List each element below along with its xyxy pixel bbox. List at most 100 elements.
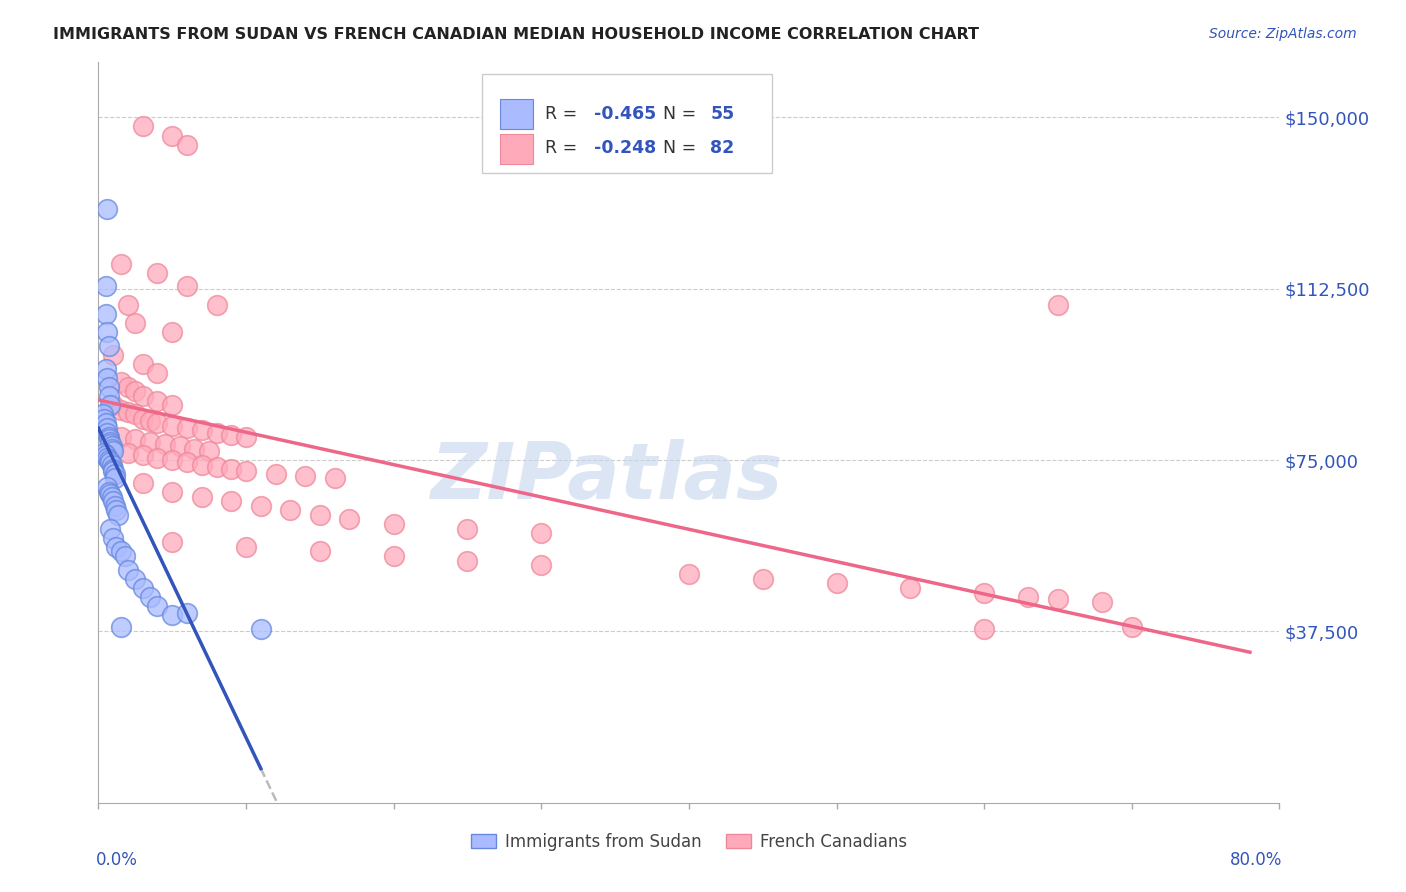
Text: R =: R = xyxy=(546,104,582,122)
Text: ZIPatlas: ZIPatlas xyxy=(430,439,782,515)
Point xyxy=(103,443,125,458)
Point xyxy=(323,471,346,485)
Point xyxy=(176,455,198,469)
Bar xyxy=(501,99,533,129)
Point xyxy=(139,590,162,604)
Point xyxy=(97,380,120,394)
Point xyxy=(110,430,132,444)
Point xyxy=(110,620,132,634)
FancyBboxPatch shape xyxy=(482,73,772,173)
Point xyxy=(900,581,922,595)
Point xyxy=(97,389,120,403)
Point xyxy=(198,443,221,458)
Text: 0.0%: 0.0% xyxy=(96,851,138,869)
Point xyxy=(139,414,162,428)
Point xyxy=(96,202,118,216)
Point xyxy=(176,137,198,152)
Point xyxy=(221,462,243,476)
Point xyxy=(110,544,132,558)
Point xyxy=(103,494,125,508)
Text: 80.0%: 80.0% xyxy=(1229,851,1282,869)
Point xyxy=(191,490,214,504)
Point xyxy=(97,430,120,444)
Point xyxy=(94,361,117,376)
Point xyxy=(105,540,128,554)
Point xyxy=(457,553,479,567)
Point xyxy=(117,405,139,419)
Point xyxy=(235,540,257,554)
Point xyxy=(176,421,198,435)
Point xyxy=(110,376,132,390)
Point xyxy=(117,563,139,577)
Point xyxy=(104,467,127,481)
Point xyxy=(132,120,155,134)
Point xyxy=(110,256,132,270)
Point xyxy=(176,606,198,620)
Point xyxy=(339,512,361,526)
Point xyxy=(162,128,183,143)
Point xyxy=(176,279,198,293)
Text: -0.465: -0.465 xyxy=(595,104,657,122)
Point xyxy=(98,398,121,412)
Point xyxy=(183,442,205,456)
Point xyxy=(117,380,139,394)
Point xyxy=(96,421,118,435)
Point xyxy=(104,471,127,485)
Point xyxy=(110,402,132,417)
Point xyxy=(103,462,125,476)
Text: IMMIGRANTS FROM SUDAN VS FRENCH CANADIAN MEDIAN HOUSEHOLD INCOME CORRELATION CHA: IMMIGRANTS FROM SUDAN VS FRENCH CANADIAN… xyxy=(53,27,980,42)
Text: R =: R = xyxy=(546,139,582,157)
Point xyxy=(250,499,273,513)
Text: 55: 55 xyxy=(710,104,734,122)
Point xyxy=(132,357,155,371)
Point xyxy=(107,508,129,522)
Point xyxy=(162,608,183,623)
Point xyxy=(146,366,169,380)
Point xyxy=(221,428,243,442)
Point xyxy=(132,581,155,595)
Point xyxy=(250,622,273,636)
Point xyxy=(97,433,120,447)
Point xyxy=(132,475,155,490)
Point xyxy=(117,298,139,312)
Bar xyxy=(501,135,533,164)
Point xyxy=(97,453,120,467)
Point xyxy=(530,558,553,573)
Text: 82: 82 xyxy=(710,139,734,157)
Point xyxy=(100,490,122,504)
Point xyxy=(100,439,122,453)
Point xyxy=(162,485,183,500)
Point xyxy=(1046,298,1070,312)
Point xyxy=(309,544,332,558)
Point xyxy=(132,412,155,426)
Text: N =: N = xyxy=(664,104,702,122)
Point xyxy=(153,437,176,451)
Point xyxy=(124,384,146,399)
Point xyxy=(678,567,700,582)
Point xyxy=(132,389,155,403)
Point xyxy=(100,442,122,456)
Point xyxy=(146,450,169,465)
Point xyxy=(96,480,118,494)
Point xyxy=(1121,620,1143,634)
Point xyxy=(264,467,287,481)
Point xyxy=(103,398,125,412)
Point xyxy=(93,446,115,460)
Point xyxy=(1091,595,1114,609)
Point xyxy=(117,446,139,460)
Point xyxy=(221,494,243,508)
Point xyxy=(146,393,169,408)
Point xyxy=(98,437,121,451)
Point xyxy=(825,576,848,591)
Point xyxy=(94,307,117,321)
Point xyxy=(191,458,214,472)
Point xyxy=(96,450,118,465)
Point xyxy=(139,434,162,449)
Point xyxy=(162,535,183,549)
Point xyxy=(973,585,995,599)
Point xyxy=(114,549,136,563)
Point xyxy=(97,485,120,500)
Point xyxy=(235,465,257,479)
Point xyxy=(105,503,128,517)
Point xyxy=(98,455,121,469)
